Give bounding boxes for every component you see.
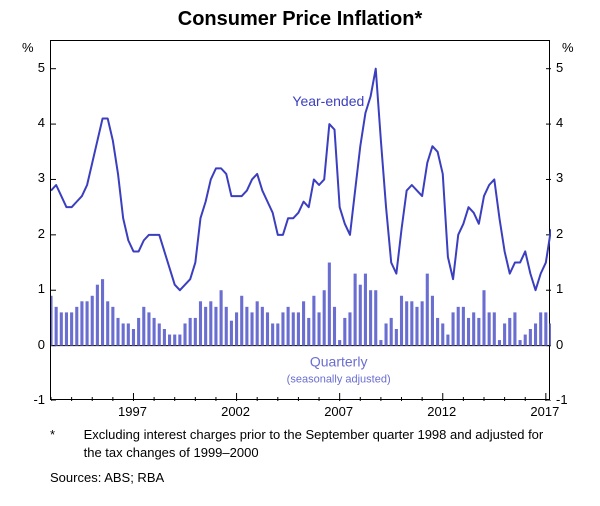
y-unit-right: % [562, 40, 574, 55]
x-tick: 2007 [324, 404, 353, 419]
footnote: * Excluding interest charges prior to th… [50, 426, 554, 461]
y-tick-right: 4 [556, 115, 586, 130]
x-tick: 1997 [118, 404, 147, 419]
y-tick-right: -1 [556, 392, 586, 407]
y-unit-left: % [22, 40, 34, 55]
y-tick-right: 3 [556, 170, 586, 185]
x-tick: 2017 [530, 404, 559, 419]
x-tick: 2012 [427, 404, 456, 419]
chart-title: Consumer Price Inflation* [0, 8, 600, 31]
y-tick-left: 4 [15, 115, 45, 130]
annotation-year-ended-label: Year-ended [292, 93, 364, 109]
footnote-text: Excluding interest charges prior to the … [84, 426, 554, 461]
annotation-year-ended: Year-ended [292, 93, 364, 109]
y-tick-right: 0 [556, 337, 586, 352]
footnote-marker: * [50, 426, 80, 444]
sources: Sources: ABS; RBA [50, 470, 164, 485]
x-tick: 2002 [221, 404, 250, 419]
y-tick-right: 2 [556, 226, 586, 241]
y-tick-left: 1 [15, 281, 45, 296]
annotation-quarterly-sublabel: (seasonally adjusted) [287, 373, 391, 385]
y-tick-left: 5 [15, 60, 45, 75]
y-tick-right: 1 [556, 281, 586, 296]
y-tick-right: 5 [556, 60, 586, 75]
annotation-quarterly: Quarterly (seasonally adjusted) [287, 353, 391, 386]
y-tick-left: -1 [15, 392, 45, 407]
y-tick-left: 2 [15, 226, 45, 241]
chart-container: Consumer Price Inflation* % % -1 0 1 2 3 4 5 -… [0, 0, 600, 506]
annotation-quarterly-label: Quarterly [310, 353, 368, 369]
y-tick-left: 3 [15, 170, 45, 185]
y-tick-left: 0 [15, 337, 45, 352]
